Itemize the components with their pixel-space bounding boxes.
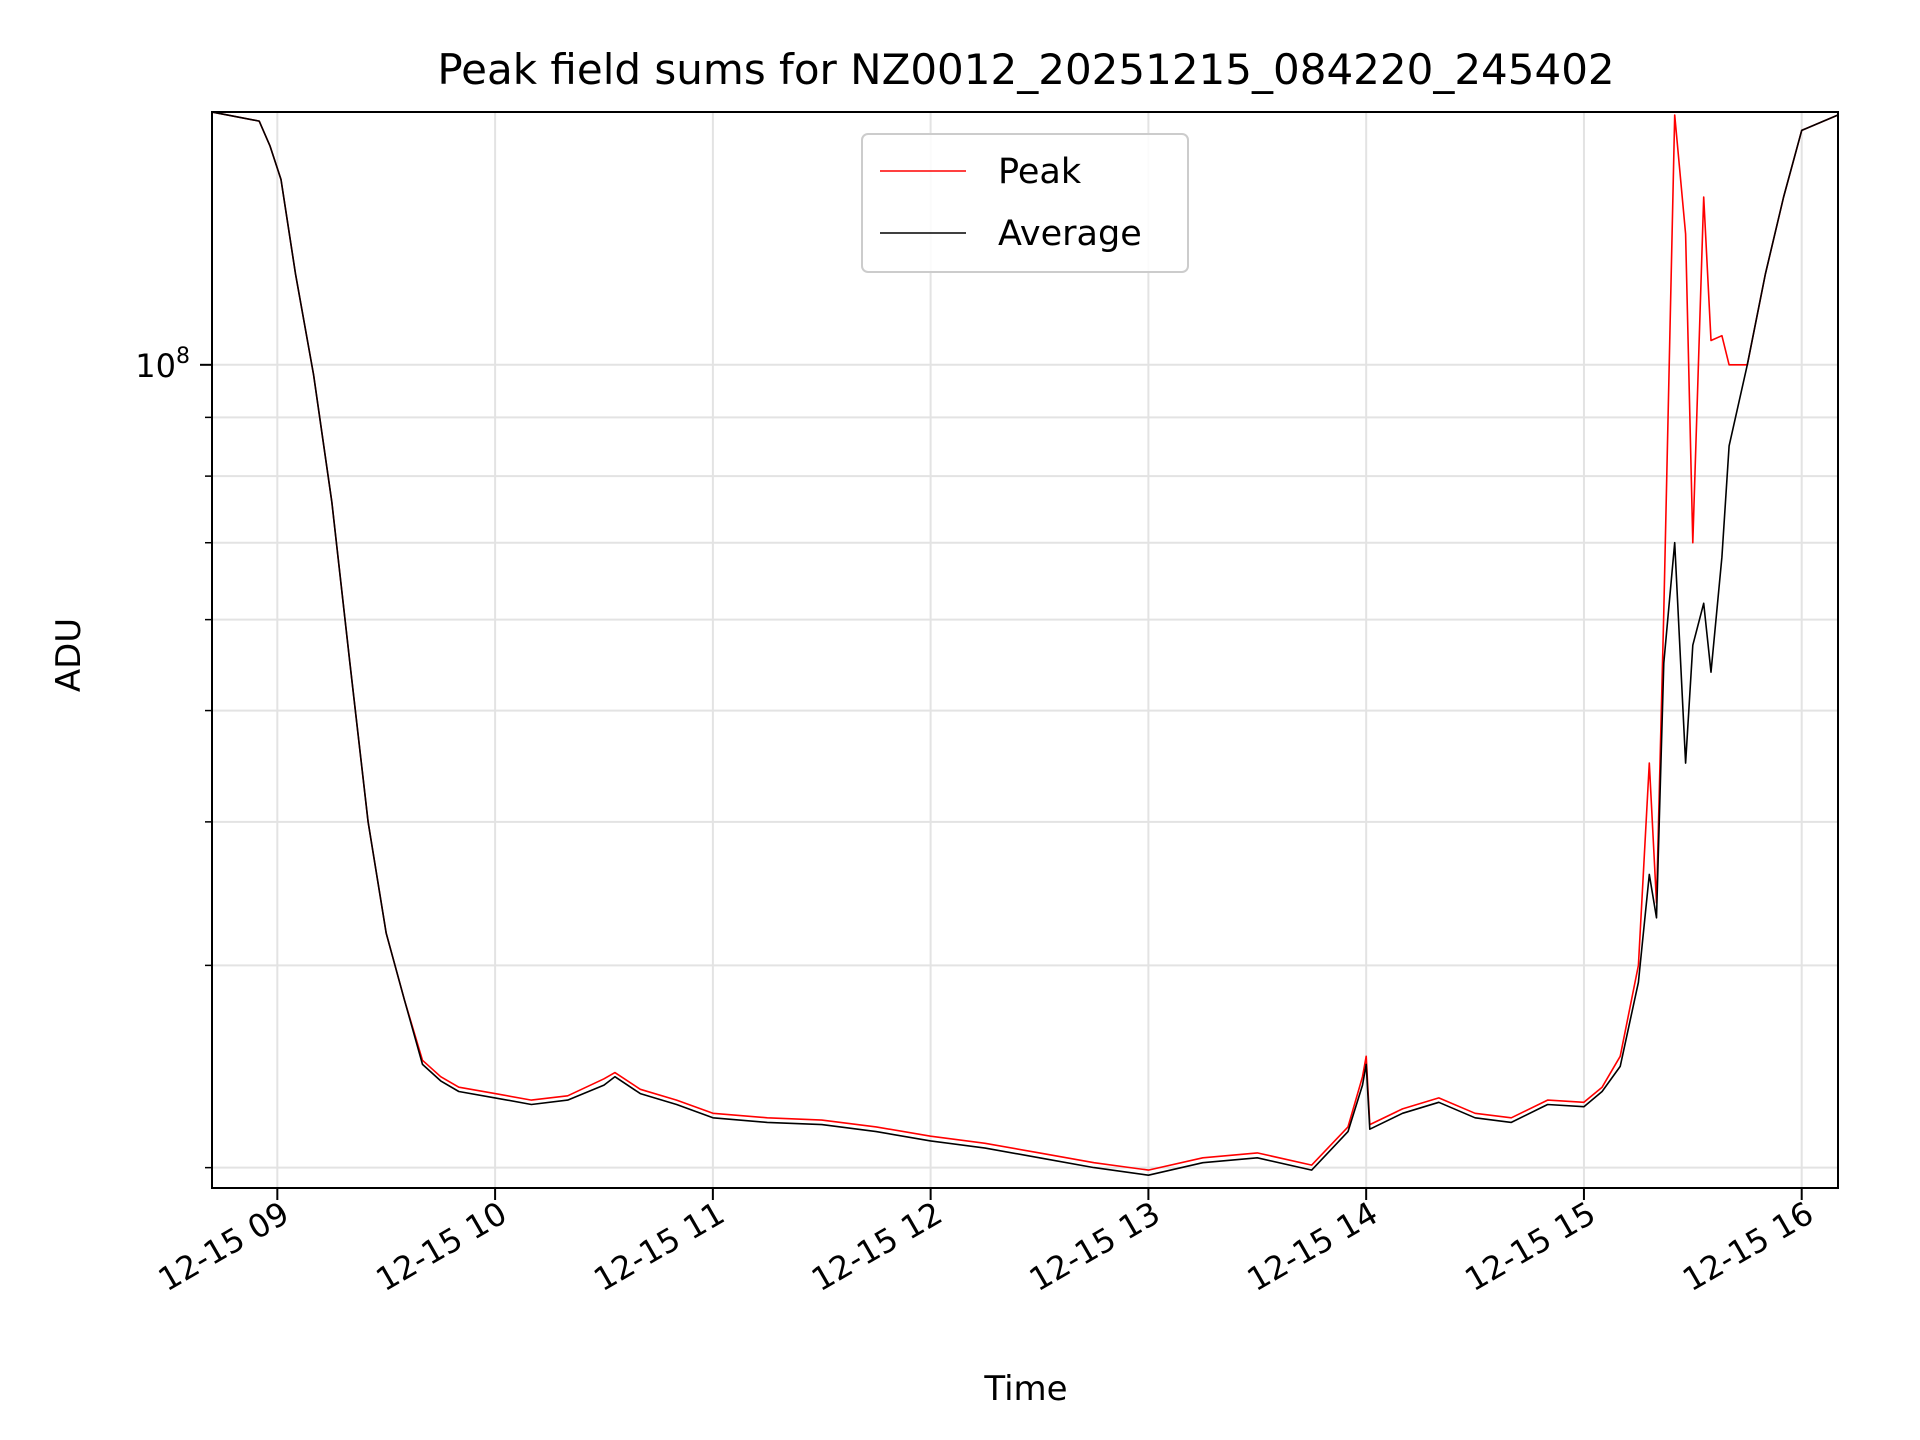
grid [212,112,1838,1188]
legend-label-average: Average [998,214,1142,254]
y-axis-label: ADU [49,618,89,692]
x-axis-label: Time [983,1369,1067,1409]
plot-frame [211,111,1839,1189]
legend-box [861,133,1189,273]
legend: Peak Average [861,133,1189,273]
y-tick-label-base: 10 [135,347,176,385]
legend-label-peak: Peak [998,152,1082,192]
series-layer [212,112,1838,1176]
y-tick-label-exponent: 8 [176,344,190,369]
y-tick-label: 108 [135,344,190,385]
chart-title: Peak field sums for NZ0012_20251215_0842… [437,45,1614,94]
series-line-average [212,112,1838,1176]
